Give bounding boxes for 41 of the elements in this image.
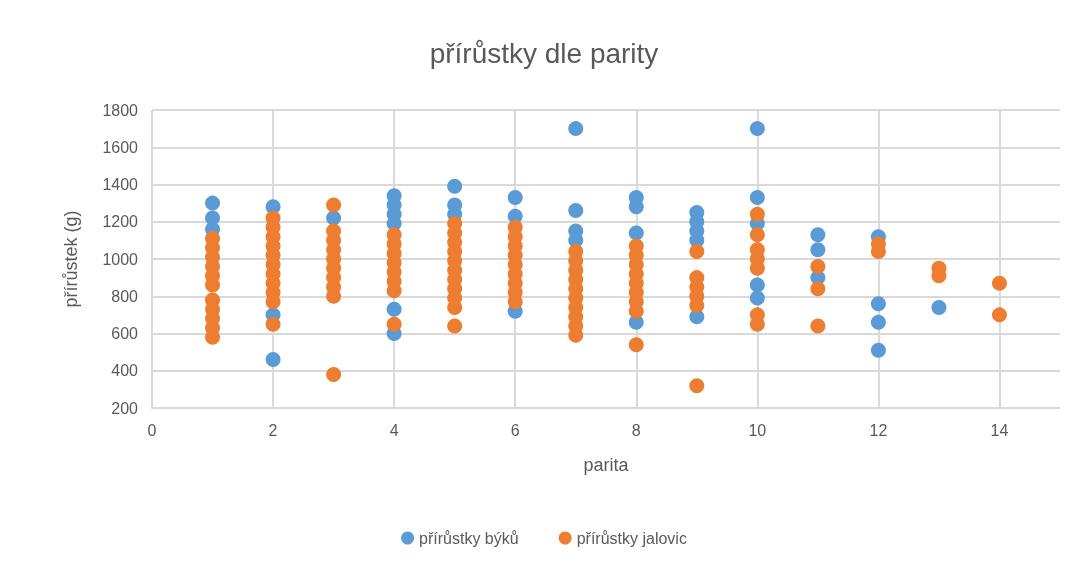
y-tick-label: 200 <box>111 399 139 417</box>
point <box>749 121 765 137</box>
legend-label: přírůstky býků <box>419 529 519 547</box>
y-tick-label: 600 <box>111 325 139 342</box>
y-tick-label: 1400 <box>102 176 139 193</box>
point <box>870 296 886 312</box>
point <box>870 314 886 330</box>
y-axis-title: přírůstek (g) <box>61 210 81 308</box>
x-tick-label: 14 <box>990 421 1009 439</box>
point <box>386 301 402 317</box>
point <box>810 242 826 258</box>
point <box>870 342 886 358</box>
y-tick-label: 400 <box>111 362 139 380</box>
y-tick-label: 1600 <box>102 138 139 156</box>
x-tick-label: 10 <box>748 421 767 439</box>
x-tick-label: 0 <box>147 421 157 439</box>
point <box>749 277 765 293</box>
y-tick-label: 1000 <box>102 250 139 268</box>
chart-title: přírůstky dle parity <box>429 37 659 69</box>
point <box>205 195 221 211</box>
point <box>931 299 947 315</box>
x-axis-title: parita <box>583 455 630 475</box>
point <box>507 190 523 206</box>
x-tick-label: 12 <box>869 421 888 439</box>
y-tick-label: 800 <box>111 287 139 305</box>
legend-label: přírůstky jalovic <box>576 529 687 547</box>
point <box>749 290 765 306</box>
point <box>568 121 584 137</box>
point <box>568 203 584 219</box>
x-tick-label: 8 <box>631 421 641 439</box>
x-tick-label: 6 <box>510 421 520 439</box>
point <box>265 352 281 368</box>
point <box>628 225 644 241</box>
point <box>810 227 826 243</box>
point <box>749 190 765 206</box>
x-tick-label: 4 <box>389 421 399 439</box>
x-tick-label: 2 <box>268 421 278 439</box>
y-tick-label: 1800 <box>102 101 139 119</box>
point <box>326 210 342 226</box>
y-tick-label: 1200 <box>102 213 139 231</box>
point <box>447 178 463 194</box>
